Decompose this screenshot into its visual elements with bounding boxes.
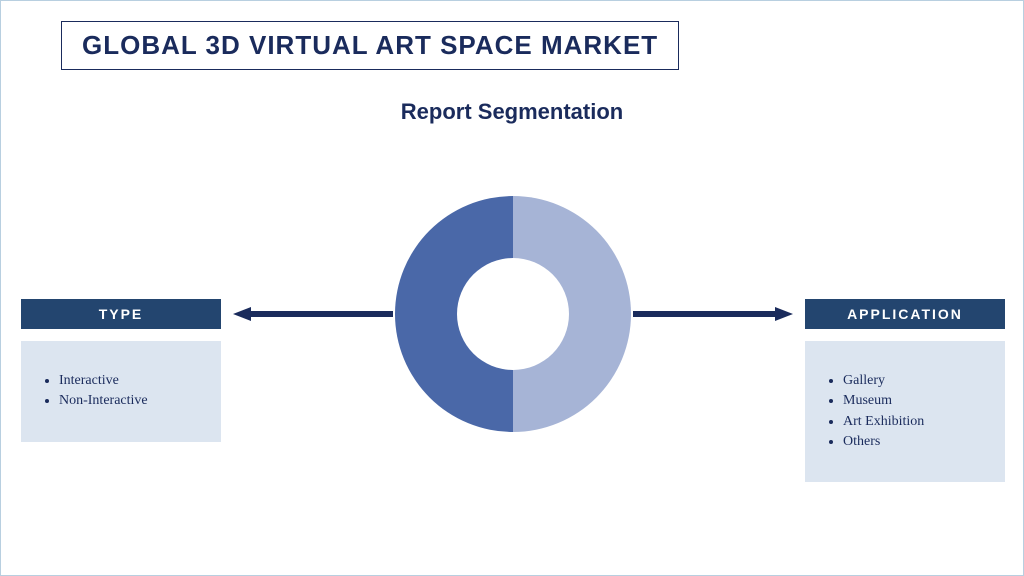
arrow-right-icon bbox=[633, 307, 793, 321]
arrow-left-icon bbox=[233, 307, 393, 321]
type-header: TYPE bbox=[99, 306, 144, 322]
main-title-box: GLOBAL 3D VIRTUAL ART SPACE MARKET bbox=[61, 21, 679, 70]
arrow-shaft bbox=[633, 311, 777, 317]
type-panel-body: InteractiveNon-Interactive bbox=[21, 341, 221, 442]
type-list: InteractiveNon-Interactive bbox=[45, 371, 203, 412]
application-header: APPLICATION bbox=[847, 306, 963, 322]
application-panel-body: GalleryMuseumArt ExhibitionOthers bbox=[805, 341, 1005, 482]
subtitle: Report Segmentation bbox=[1, 99, 1023, 125]
arrow-head bbox=[775, 307, 793, 321]
main-title: GLOBAL 3D VIRTUAL ART SPACE MARKET bbox=[82, 30, 658, 61]
list-item: Others bbox=[843, 432, 987, 452]
type-panel: InteractiveNon-Interactive bbox=[21, 341, 221, 442]
arrow-shaft bbox=[249, 311, 393, 317]
list-item: Interactive bbox=[59, 371, 203, 391]
list-item: Non-Interactive bbox=[59, 391, 203, 411]
application-header-box: APPLICATION bbox=[805, 299, 1005, 329]
application-list: GalleryMuseumArt ExhibitionOthers bbox=[829, 371, 987, 452]
type-header-box: TYPE bbox=[21, 299, 221, 329]
donut-hole bbox=[457, 258, 569, 370]
list-item: Gallery bbox=[843, 371, 987, 391]
list-item: Art Exhibition bbox=[843, 412, 987, 432]
application-panel: GalleryMuseumArt ExhibitionOthers bbox=[805, 341, 1005, 482]
donut-chart bbox=[395, 196, 631, 432]
list-item: Museum bbox=[843, 391, 987, 411]
arrow-head bbox=[233, 307, 251, 321]
